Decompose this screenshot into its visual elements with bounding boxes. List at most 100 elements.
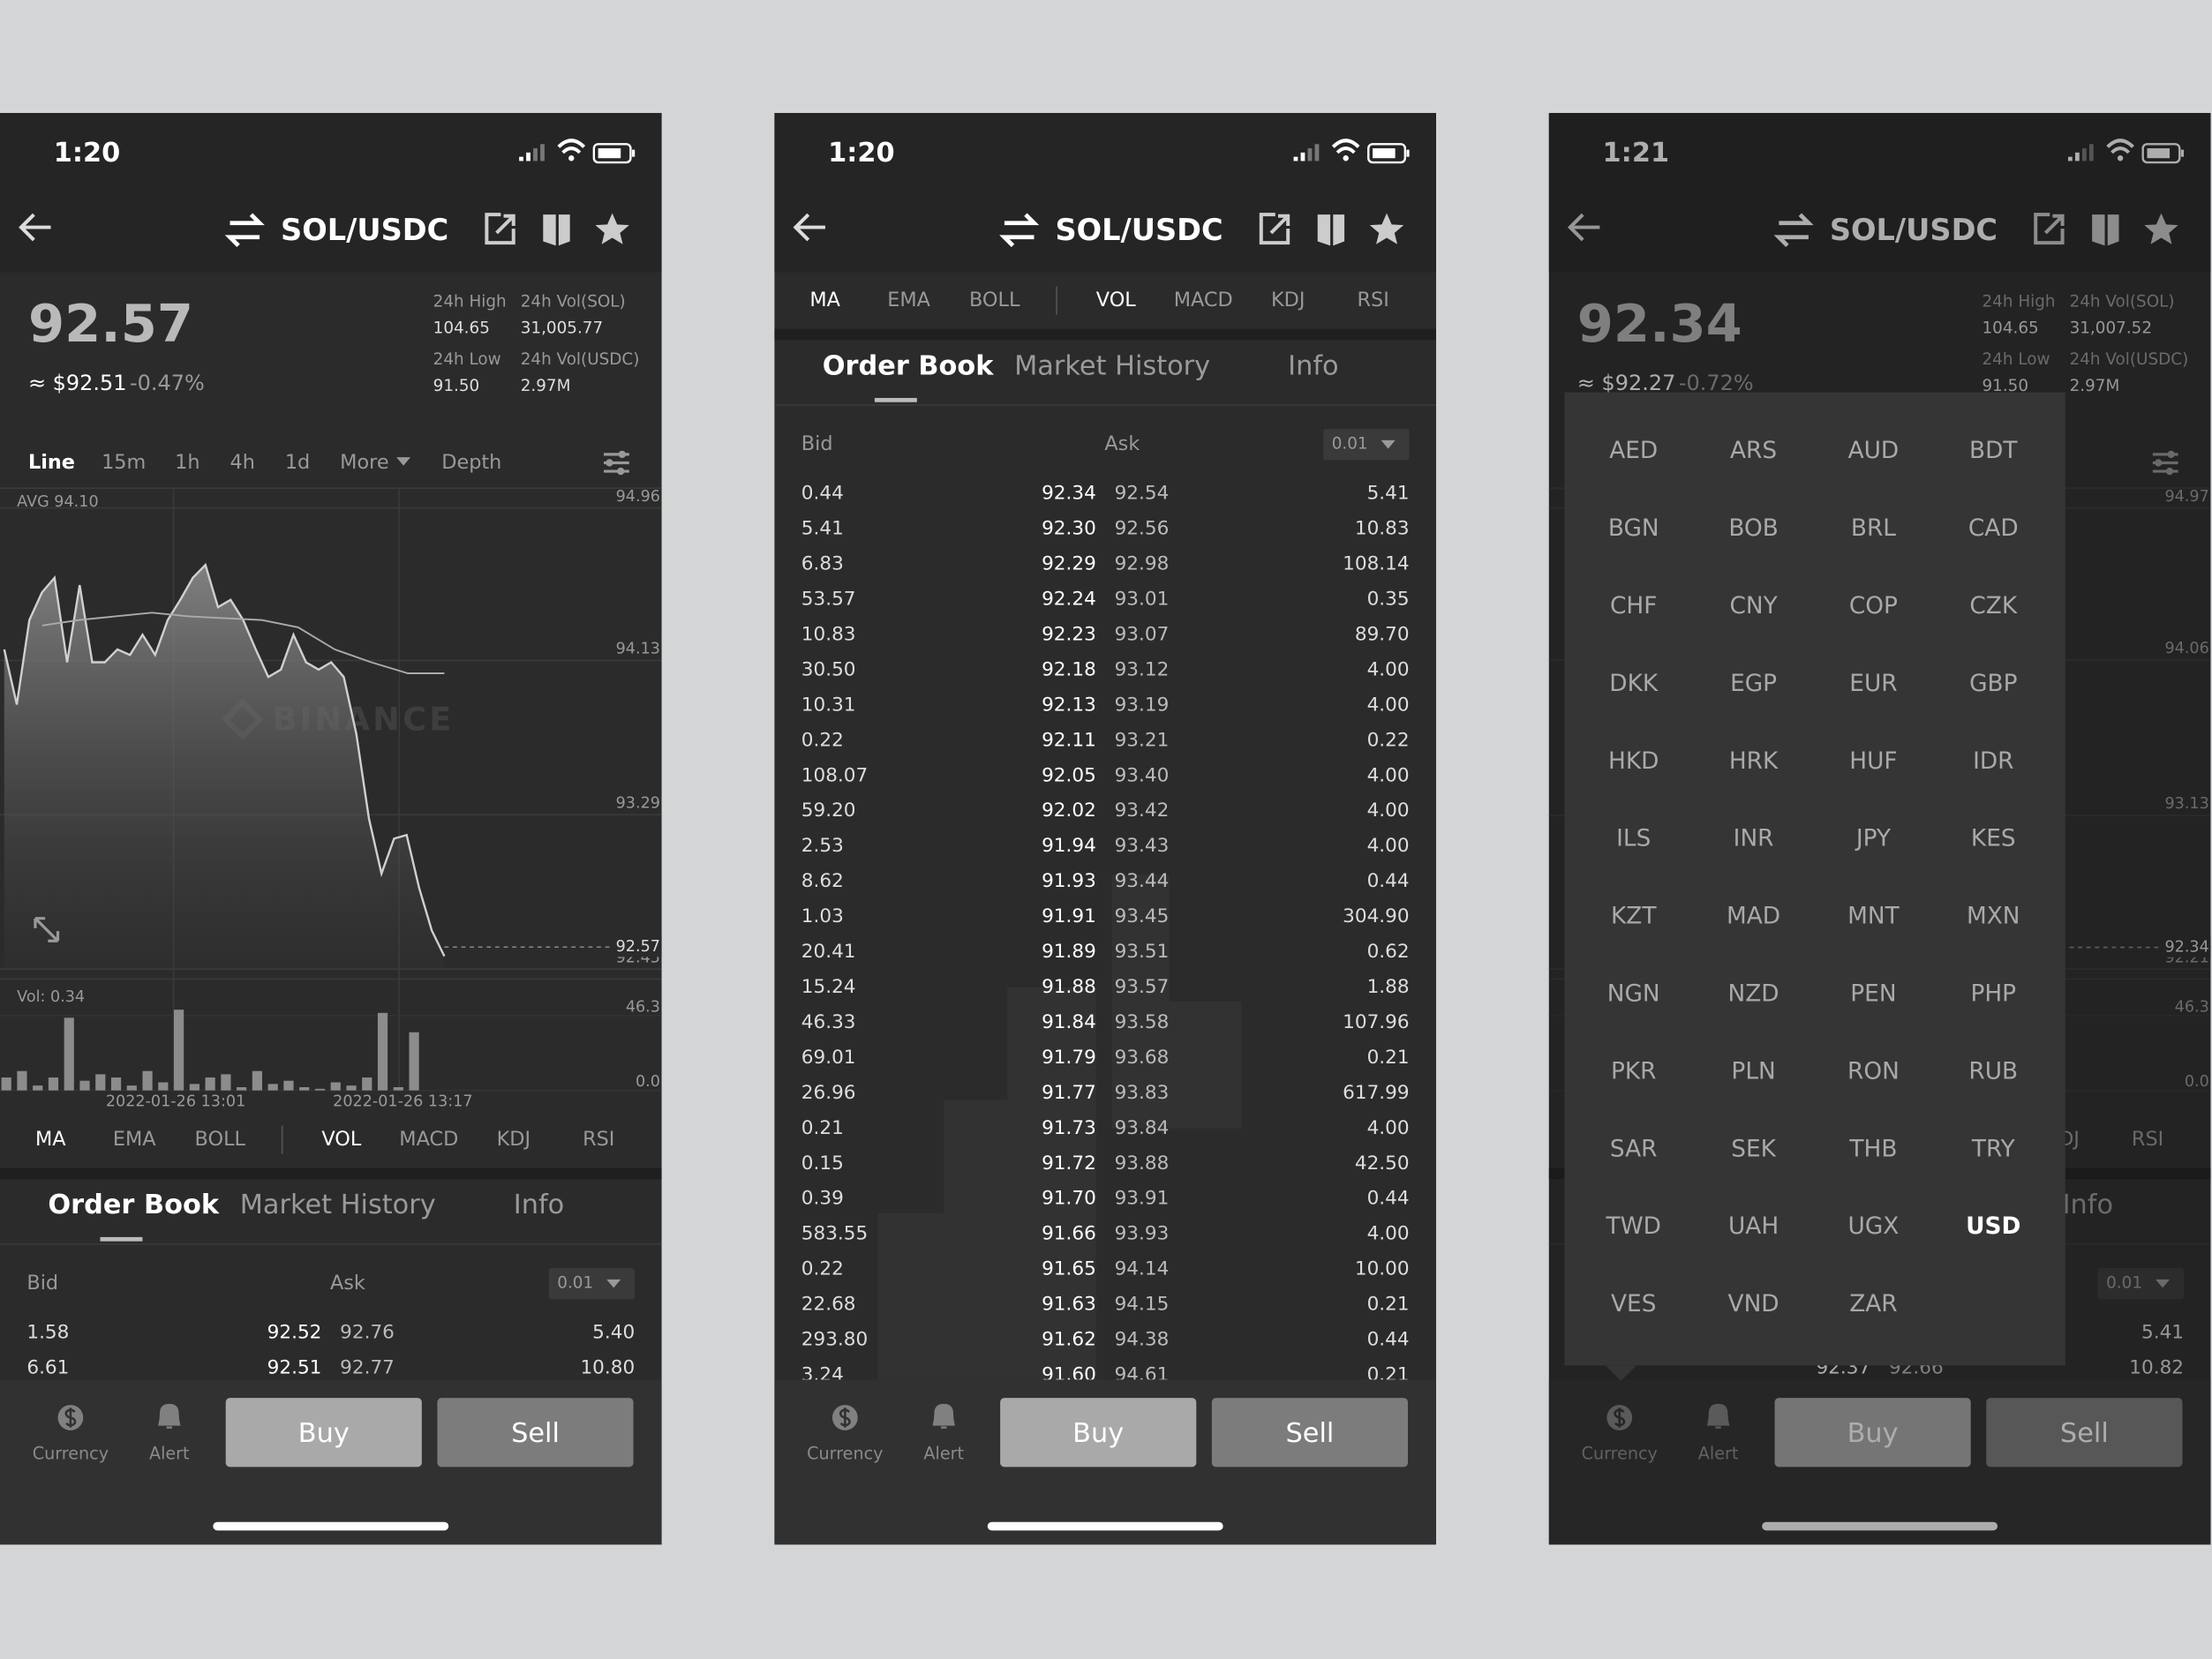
currency-option[interactable]: NZD <box>1728 980 1779 1007</box>
action-label[interactable]: Currency <box>33 1444 109 1464</box>
back-button[interactable] <box>1567 213 1600 242</box>
book-tab[interactable]: Info <box>1288 350 1338 381</box>
currency-option[interactable]: MXN <box>1967 904 2020 930</box>
step-value[interactable]: 0.01 <box>1332 435 1368 454</box>
currency-option[interactable]: BGN <box>1608 515 1659 542</box>
book-icon[interactable] <box>543 214 570 246</box>
book-tab[interactable]: Info <box>2063 1190 2113 1220</box>
currency-option[interactable]: COP <box>1849 593 1898 619</box>
sell-label[interactable]: Sell <box>1286 1418 1335 1449</box>
step-value[interactable]: 0.01 <box>557 1274 593 1293</box>
currency-option[interactable]: JPY <box>1855 826 1892 852</box>
back-button[interactable] <box>19 213 51 242</box>
sell-button[interactable] <box>1211 1398 1409 1468</box>
currency-option[interactable]: RUB <box>1968 1058 2018 1085</box>
step-value[interactable]: 0.01 <box>2106 1274 2142 1293</box>
book-tab[interactable]: Info <box>514 1190 564 1220</box>
pair-title[interactable]: SOL/USDC <box>281 213 448 247</box>
currency-option[interactable]: AUD <box>1848 438 1900 464</box>
pair-title[interactable]: SOL/USDC <box>1055 213 1223 247</box>
currency-option[interactable]: ARS <box>1730 438 1777 464</box>
currency-option[interactable]: HKD <box>1608 748 1659 775</box>
book-tab[interactable]: Market History <box>240 1190 436 1220</box>
buy-label[interactable]: Buy <box>1847 1418 1899 1449</box>
currency-option[interactable]: AED <box>1609 438 1658 464</box>
indicator-tab[interactable]: KDJ <box>1271 289 1305 312</box>
share-icon[interactable] <box>2034 213 2065 245</box>
currency-option[interactable]: CHF <box>1610 593 1657 619</box>
currency-option[interactable]: ZAR <box>1849 1291 1897 1317</box>
currency-option[interactable]: HUF <box>1849 748 1897 775</box>
action-label[interactable]: Currency <box>1582 1444 1658 1464</box>
interval-tab[interactable]: 15m <box>102 451 146 474</box>
share-icon[interactable] <box>485 213 515 245</box>
indicator-tab[interactable]: BOLL <box>195 1128 246 1151</box>
share-icon[interactable] <box>1259 213 1290 245</box>
sell-label[interactable]: Sell <box>2060 1418 2109 1449</box>
currency-option[interactable]: UGX <box>1848 1213 1900 1240</box>
currency-option[interactable]: SAR <box>1610 1136 1658 1162</box>
book-icon[interactable] <box>2092 214 2119 246</box>
favorite-star[interactable] <box>1369 213 1404 244</box>
book-tab[interactable]: Order Book <box>823 350 994 381</box>
currency-option[interactable]: TRY <box>1971 1136 2016 1162</box>
step-selector[interactable] <box>2097 1268 2185 1300</box>
currency-option[interactable]: EGP <box>1730 671 1777 697</box>
currency-option[interactable]: KZT <box>1611 904 1657 930</box>
alert-icon[interactable] <box>158 1403 181 1429</box>
indicator-tab[interactable]: RSI <box>1357 289 1388 312</box>
currency-option[interactable]: INR <box>1734 826 1774 852</box>
indicator-tab[interactable]: BOLL <box>969 289 1020 312</box>
currency-option[interactable]: PHP <box>1970 980 2016 1007</box>
currency-option[interactable]: BDT <box>1969 438 2018 464</box>
indicator-tab[interactable]: VOL <box>1096 289 1137 312</box>
step-selector[interactable] <box>548 1268 636 1300</box>
buy-button[interactable] <box>225 1398 422 1468</box>
currency-option[interactable]: TWD <box>1605 1213 1660 1240</box>
interval-tab[interactable]: More <box>340 451 388 474</box>
indicator-tab[interactable]: EMA <box>887 289 930 312</box>
interval-tab[interactable]: 4h <box>230 451 255 474</box>
indicator-tab[interactable]: KDJ <box>497 1128 530 1151</box>
currency-option[interactable]: VES <box>1611 1291 1656 1317</box>
action-label[interactable]: Alert <box>923 1444 964 1464</box>
currency-option[interactable]: HRK <box>1729 748 1779 775</box>
currency-option[interactable]: VND <box>1728 1291 1779 1317</box>
interval-tab[interactable]: 1h <box>175 451 199 474</box>
currency-option[interactable]: BOB <box>1728 515 1778 542</box>
currency-option[interactable]: CZK <box>1969 593 2017 619</box>
currency-option[interactable]: BRL <box>1851 515 1896 542</box>
currency-option[interactable]: UAH <box>1728 1213 1779 1240</box>
action-label[interactable]: Currency <box>807 1444 883 1464</box>
back-button[interactable] <box>793 213 825 242</box>
pair-title[interactable]: SOL/USDC <box>1830 213 1998 247</box>
indicator-tab[interactable]: EMA <box>113 1128 156 1151</box>
currency-option[interactable]: MAD <box>1727 904 1780 930</box>
currency-option[interactable]: PEN <box>1850 980 1896 1007</box>
book-tab[interactable]: Market History <box>1014 350 1210 381</box>
currency-option[interactable]: CNY <box>1729 593 1778 619</box>
indicator-tab[interactable]: RSI <box>2132 1128 2163 1151</box>
buy-button[interactable] <box>1000 1398 1197 1468</box>
action-label[interactable]: Alert <box>1698 1444 1739 1464</box>
currency-option[interactable]: PLN <box>1731 1058 1775 1085</box>
alert-icon[interactable] <box>932 1403 955 1429</box>
buy-button[interactable] <box>1774 1398 1971 1468</box>
currency-option[interactable]: ILS <box>1616 826 1651 852</box>
currency-option[interactable]: EUR <box>1849 671 1897 697</box>
step-selector[interactable] <box>1323 429 1410 461</box>
sell-button[interactable] <box>437 1398 634 1468</box>
indicator-tab[interactable]: MACD <box>1174 289 1233 312</box>
book-tab[interactable]: Order Book <box>48 1190 219 1220</box>
favorite-star[interactable] <box>2144 213 2178 244</box>
currency-option[interactable]: SEK <box>1731 1136 1776 1162</box>
buy-label[interactable]: Buy <box>298 1418 350 1449</box>
currency-option[interactable]: GBP <box>1969 671 2017 697</box>
currency-option[interactable]: THB <box>1848 1136 1897 1162</box>
sell-label[interactable]: Sell <box>511 1418 560 1449</box>
expand-icon[interactable] <box>34 917 60 942</box>
interval-tab[interactable]: Depth <box>441 451 501 474</box>
interval-tab[interactable]: Line <box>28 451 75 474</box>
currency-option[interactable]: MNT <box>1847 904 1900 930</box>
indicator-tab[interactable]: MA <box>809 289 840 312</box>
